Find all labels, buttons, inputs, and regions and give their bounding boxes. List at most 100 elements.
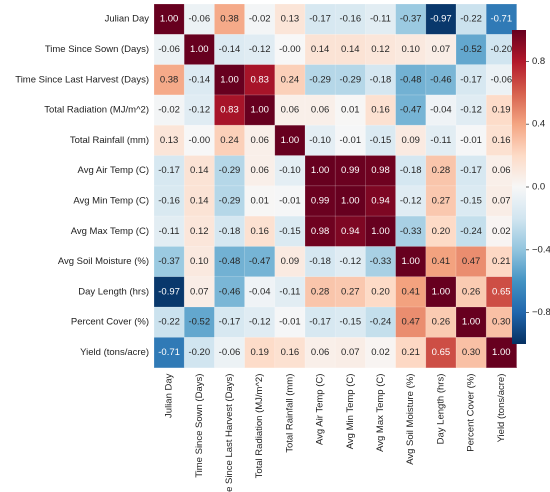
row-label: Julian Day: [105, 14, 150, 25]
cell-value-11-1: -0.20: [188, 347, 210, 358]
heatmap-cell-5-9: [425, 155, 457, 187]
cell-value-6-8: -0.12: [400, 195, 422, 206]
heatmap-cell-8-8: [395, 246, 427, 278]
heatmap-cell-11-0: [154, 337, 185, 368]
cell-value-5-3: 0.06: [250, 165, 269, 176]
cell-value-6-4: -0.01: [279, 195, 301, 206]
heatmap-cell-3-9: [425, 94, 457, 126]
cell-value-9-4: -0.11: [279, 286, 300, 297]
heatmap-cell-11-7: [365, 337, 396, 368]
cell-value-6-3: 0.01: [250, 195, 269, 206]
cell-value-8-4: 0.09: [281, 256, 300, 267]
heatmap-cell-2-7: [365, 64, 396, 96]
cell-value-10-2: -0.17: [219, 317, 241, 328]
heatmap-cell-10-11: [486, 307, 517, 338]
cell-value-2-4: 0.24: [281, 74, 300, 85]
cell-value-5-0: -0.17: [158, 165, 180, 176]
cell-value-1-10: -0.52: [460, 44, 482, 55]
cell-value-7-0: -0.11: [159, 226, 180, 237]
heatmap-cell-7-4: [274, 216, 306, 247]
heatmap-cell-2-5: [305, 64, 336, 96]
cell-value-10-9: 0.26: [432, 317, 451, 328]
heatmap-cell-6-0: [154, 185, 185, 217]
heatmap-cell-4-0: [154, 125, 185, 156]
heatmap-cell-10-3: [244, 307, 276, 338]
heatmap-cell-0-5: [305, 4, 336, 35]
heatmap-cell-2-1: [184, 64, 215, 96]
cell-value-1-11: -0.20: [490, 44, 512, 55]
heatmap-cell-5-5: [305, 155, 336, 187]
cell-value-0-1: -0.06: [188, 14, 210, 25]
heatmap-cell-3-8: [395, 94, 427, 126]
cell-value-11-0: -0.71: [158, 347, 180, 358]
heatmap-cell-3-5: [305, 94, 336, 126]
cell-value-3-4: 0.06: [281, 105, 300, 116]
heatmap-cell-11-8: [395, 337, 427, 368]
heatmap-cell-0-9: [425, 4, 457, 35]
cell-value-10-3: -0.12: [249, 317, 271, 328]
row-labels: Julian Day Time Since Sown (Days) Time Sin…: [15, 14, 149, 358]
cell-value-0-3: -0.02: [249, 14, 271, 25]
heatmap-cell-2-0: [154, 64, 185, 96]
row-label: Avg Min Temp (C): [73, 195, 149, 206]
cell-value-5-2: -0.29: [219, 165, 241, 176]
heatmap-cell-11-4: [274, 337, 306, 368]
cell-value-8-10: 0.47: [462, 256, 481, 267]
heatmap-cell-7-0: [154, 216, 185, 247]
cell-value-6-11: 0.07: [492, 195, 511, 206]
colorbar: 0.8 0.4 0.0 −0.4 −0.8: [512, 30, 550, 344]
cell-value-3-3: 1.00: [250, 105, 269, 116]
heatmap-cell-5-7: [365, 155, 396, 187]
cell-value-3-0: -0.02: [158, 105, 180, 116]
cell-value-7-9: 0.20: [432, 226, 451, 237]
heatmap-cell-5-3: [244, 155, 276, 187]
cell-value-9-0: -0.97: [158, 286, 180, 297]
cell-value-5-6: 0.99: [341, 165, 360, 176]
heatmap-cell-0-7: [365, 4, 396, 35]
row-label: Time Since Sown (Days): [45, 44, 149, 55]
heatmap-cell-0-6: [335, 4, 366, 35]
cell-value-10-11: 0.30: [492, 317, 511, 328]
heatmap-cell-2-10: [456, 64, 487, 96]
cell-value-0-0: 1.00: [160, 14, 179, 25]
cell-value-2-5: -0.29: [309, 74, 331, 85]
heatmap-cell-8-4: [274, 246, 306, 278]
heatmap-cell-0-2: [214, 4, 245, 35]
row-label: Yield (tons/acre): [80, 347, 149, 358]
colorbar-tick-label: −0.4: [532, 244, 550, 255]
cell-value-6-9: 0.27: [432, 195, 451, 206]
cell-value-1-4: -0.00: [279, 44, 301, 55]
heatmap-cell-8-6: [335, 246, 366, 278]
heatmap-cell-2-6: [335, 64, 366, 96]
heatmap-cell-6-4: [274, 185, 306, 217]
heatmap-cell-3-1: [184, 94, 215, 126]
cell-value-7-1: 0.12: [190, 226, 209, 237]
heatmap-cell-3-2: [214, 94, 245, 126]
heatmap-cell-5-2: [214, 155, 245, 187]
heatmap-cell-9-10: [456, 276, 487, 308]
cell-value-4-5: -0.10: [309, 135, 331, 146]
heatmap-cell-5-0: [154, 155, 185, 187]
cell-value-1-8: 0.10: [401, 44, 420, 55]
column-label: Day Length (hrs): [435, 374, 446, 445]
heatmap-cell-9-7: [365, 276, 396, 308]
cell-value-11-3: 0.19: [250, 347, 269, 358]
heatmap-cell-3-6: [335, 94, 366, 126]
heatmap-cell-2-11: [486, 64, 517, 96]
heatmap-cell-2-9: [425, 64, 457, 96]
heatmap-cell-4-8: [395, 125, 427, 156]
cell-value-0-7: -0.11: [370, 14, 391, 25]
heatmap-cell-0-4: [274, 4, 306, 35]
heatmap-cell-3-10: [456, 94, 487, 126]
heatmap-cell-8-3: [244, 246, 276, 278]
heatmap-cell-9-8: [395, 276, 427, 308]
heatmap-cell-1-10: [456, 34, 487, 65]
heatmap-cells: 1.00 -0.06 0.38 -0.02 0.13 -0.17 -0.16 -0.11 -0.…: [153, 3, 517, 368]
heatmap-cell-10-1: [184, 307, 215, 338]
row-label: Total Radiation (MJ/m^2): [44, 105, 149, 116]
cell-value-6-1: 0.14: [190, 195, 209, 206]
cell-value-2-11: -0.06: [490, 74, 512, 85]
heatmap-cell-3-7: [365, 94, 396, 126]
heatmap-cell-11-10: [456, 337, 487, 368]
heatmap-cell-8-5: [305, 246, 336, 278]
